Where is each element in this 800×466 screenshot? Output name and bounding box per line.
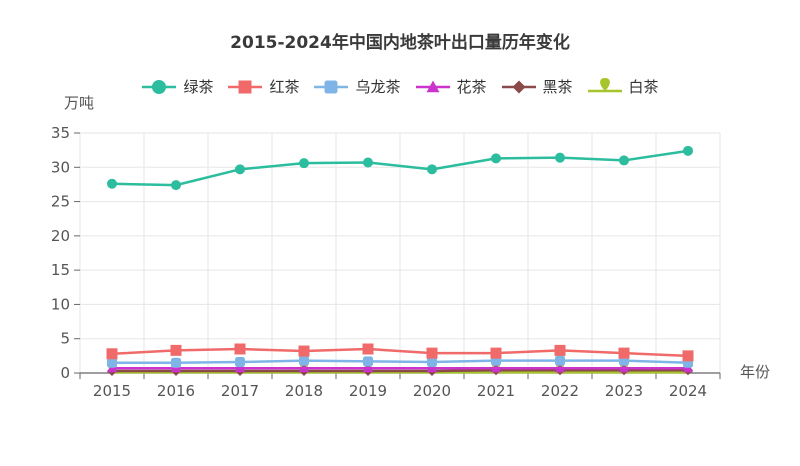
pin-marker-icon — [587, 77, 622, 92]
legend-item-1[interactable]: 红茶 — [227, 76, 299, 97]
data-point[interactable] — [170, 344, 182, 356]
y-tick-label: 10 — [51, 295, 70, 313]
data-point[interactable] — [619, 363, 629, 373]
data-point[interactable] — [555, 355, 565, 366]
chart-legend: 绿茶 红茶 乌龙茶 花茶 黑茶 白茶 — [0, 76, 800, 97]
x-tick-label: 2018 — [285, 382, 323, 400]
y-tick-label: 5 — [60, 330, 70, 348]
legend-label: 白茶 — [628, 78, 659, 96]
chart-title: 2015-2024年中国内地茶叶出口量历年变化 — [230, 33, 570, 53]
y-tick-label: 20 — [51, 227, 70, 245]
data-point[interactable] — [171, 180, 181, 191]
data-point[interactable] — [427, 164, 437, 175]
data-point[interactable] — [299, 363, 309, 373]
data-point[interactable] — [298, 345, 310, 357]
x-tick-label: 2024 — [669, 382, 707, 400]
data-point[interactable] — [491, 363, 501, 373]
data-point[interactable] — [427, 357, 437, 368]
y-axis-title: 万吨 — [64, 94, 94, 112]
data-point[interactable] — [554, 344, 566, 356]
roundRect-marker-icon — [314, 80, 349, 93]
legend-item-5[interactable]: 白茶 — [587, 76, 659, 97]
x-tick-label: 2017 — [221, 382, 259, 400]
data-point[interactable] — [362, 343, 374, 355]
data-point[interactable] — [235, 164, 245, 175]
data-point[interactable] — [618, 347, 630, 359]
data-point[interactable] — [426, 347, 438, 359]
legend-item-4[interactable]: 黑茶 — [501, 76, 573, 97]
data-point[interactable] — [107, 178, 117, 189]
series-1 — [106, 343, 694, 362]
series-0 — [107, 145, 693, 191]
data-point[interactable] — [299, 355, 309, 366]
y-tick-label: 35 — [51, 124, 70, 142]
x-axis-title: 年份 — [740, 363, 770, 381]
legend-label: 红茶 — [269, 78, 300, 96]
data-point[interactable] — [363, 157, 373, 168]
data-point[interactable] — [235, 357, 245, 368]
y-tick-label: 25 — [51, 193, 70, 211]
y-tick-label: 0 — [60, 364, 70, 382]
square-marker-icon — [228, 80, 263, 93]
legend-item-2[interactable]: 乌龙茶 — [313, 76, 401, 97]
triangle-marker-icon — [415, 80, 450, 92]
data-point[interactable] — [363, 356, 373, 367]
series-3 — [107, 363, 693, 373]
data-point[interactable] — [555, 152, 565, 163]
data-point[interactable] — [107, 357, 117, 368]
diamond-marker-icon — [501, 80, 536, 93]
y-tick-label: 15 — [51, 261, 70, 279]
data-point[interactable] — [427, 363, 437, 373]
x-tick-label: 2022 — [541, 382, 579, 400]
data-point[interactable] — [491, 153, 501, 164]
x-tick-label: 2023 — [605, 382, 643, 400]
legend-label: 黑茶 — [542, 78, 573, 96]
y-tick-label: 30 — [51, 158, 70, 176]
data-point[interactable] — [299, 158, 309, 169]
data-point[interactable] — [682, 350, 694, 362]
y-axis: 0 5 10 15 20 25 30 35 万吨 — [51, 94, 94, 382]
circle-marker-icon — [142, 79, 177, 94]
x-tick-label: 2019 — [349, 382, 387, 400]
x-tick-label: 2015 — [93, 382, 131, 400]
series-2 — [107, 355, 693, 368]
x-tick-label: 2016 — [157, 382, 195, 400]
x-tick-label: 2021 — [477, 382, 515, 400]
data-point[interactable] — [619, 155, 629, 166]
data-point[interactable] — [235, 363, 245, 373]
x-axis: 2015 2016 2017 2018 2019 2020 2021 2022 2023 2024… — [79, 363, 770, 400]
data-point[interactable] — [234, 343, 246, 355]
grid — [79, 132, 721, 373]
legend-label: 绿茶 — [183, 78, 214, 96]
data-point[interactable] — [171, 357, 181, 368]
data-point[interactable] — [363, 363, 373, 373]
data-point[interactable] — [555, 363, 565, 373]
x-tick-label: 2020 — [413, 382, 451, 400]
data-point[interactable] — [490, 347, 502, 359]
legend-label: 花茶 — [456, 78, 487, 96]
data-point[interactable] — [683, 145, 693, 156]
legend-label: 乌龙茶 — [355, 78, 401, 96]
legend-item-3[interactable]: 花茶 — [415, 76, 487, 97]
data-point[interactable] — [106, 348, 118, 360]
legend-item-0[interactable]: 绿茶 — [141, 76, 213, 97]
